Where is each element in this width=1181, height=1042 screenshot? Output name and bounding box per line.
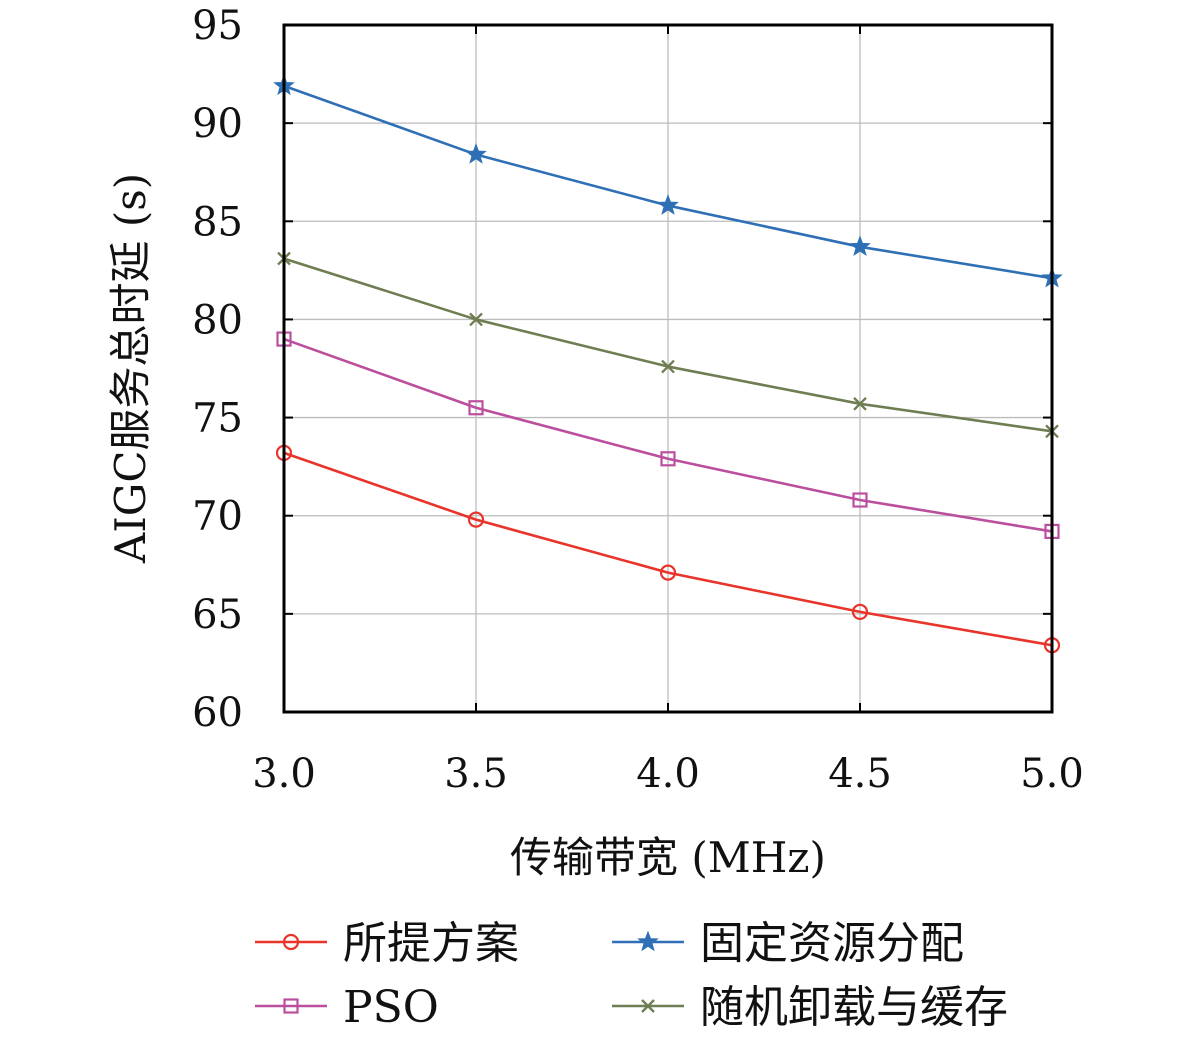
x-tick-label: 5.0 — [1020, 751, 1084, 797]
y-tick-label: 75 — [192, 396, 243, 442]
y-tick-label: 85 — [192, 199, 243, 245]
data-point — [465, 143, 487, 164]
legend-item: 固定资源分配 — [612, 918, 964, 969]
series-layer — [273, 74, 1063, 654]
legend-label: 固定资源分配 — [700, 918, 964, 969]
data-point-stroke — [469, 312, 483, 327]
legend: 所提方案 固定资源分配 PSO 随机卸载与缓存 — [255, 918, 1008, 1033]
grid — [284, 25, 1052, 712]
y-tick-label: 65 — [192, 592, 243, 638]
x-tick-label: 3.0 — [252, 751, 316, 797]
y-tick-label: 60 — [192, 690, 243, 736]
legend-label: PSO — [343, 982, 439, 1033]
x-tick-label: 3.5 — [444, 751, 508, 797]
y-axis-label: AIGC服务总时延 (s) — [106, 173, 155, 564]
y-tick-label: 90 — [192, 101, 243, 147]
data-point-stroke — [853, 396, 867, 411]
data-point — [469, 312, 483, 327]
x-axis-label: 传输带宽 (MHz) — [510, 833, 826, 882]
legend-marker — [282, 933, 300, 951]
tick-labels: 3.0 3.5 4.0 4.5 5.0 60 65 70 75 80 85 90 95 — [192, 3, 1084, 797]
legend-marker — [283, 998, 299, 1014]
data-point — [660, 451, 676, 467]
legend-marker-stroke — [641, 999, 655, 1013]
legend-marker — [641, 999, 655, 1013]
data-point — [467, 511, 485, 528]
data-point — [661, 359, 675, 374]
y-tick-label: 80 — [192, 297, 243, 343]
legend-item: 所提方案 — [255, 918, 519, 969]
legend-label: 随机卸载与缓存 — [700, 982, 1008, 1033]
y-tick-label: 70 — [192, 494, 243, 540]
data-point — [851, 603, 869, 620]
series-line — [283, 451, 1053, 647]
data-point — [468, 400, 484, 416]
x-tick-label: 4.5 — [828, 751, 892, 797]
data-point — [853, 396, 867, 411]
data-point — [849, 235, 871, 257]
legend-item: 随机卸载与缓存 — [612, 982, 1008, 1033]
y-tick-label: 95 — [192, 3, 243, 49]
legend-marker — [637, 930, 659, 952]
data-point — [657, 194, 679, 215]
legend-item: PSO — [255, 982, 439, 1033]
data-point — [852, 492, 868, 508]
series-line — [283, 337, 1053, 533]
data-point — [659, 564, 677, 581]
data-point-stroke — [661, 359, 675, 374]
legend-label: 所提方案 — [343, 918, 519, 969]
x-tick-label: 4.0 — [636, 751, 700, 797]
